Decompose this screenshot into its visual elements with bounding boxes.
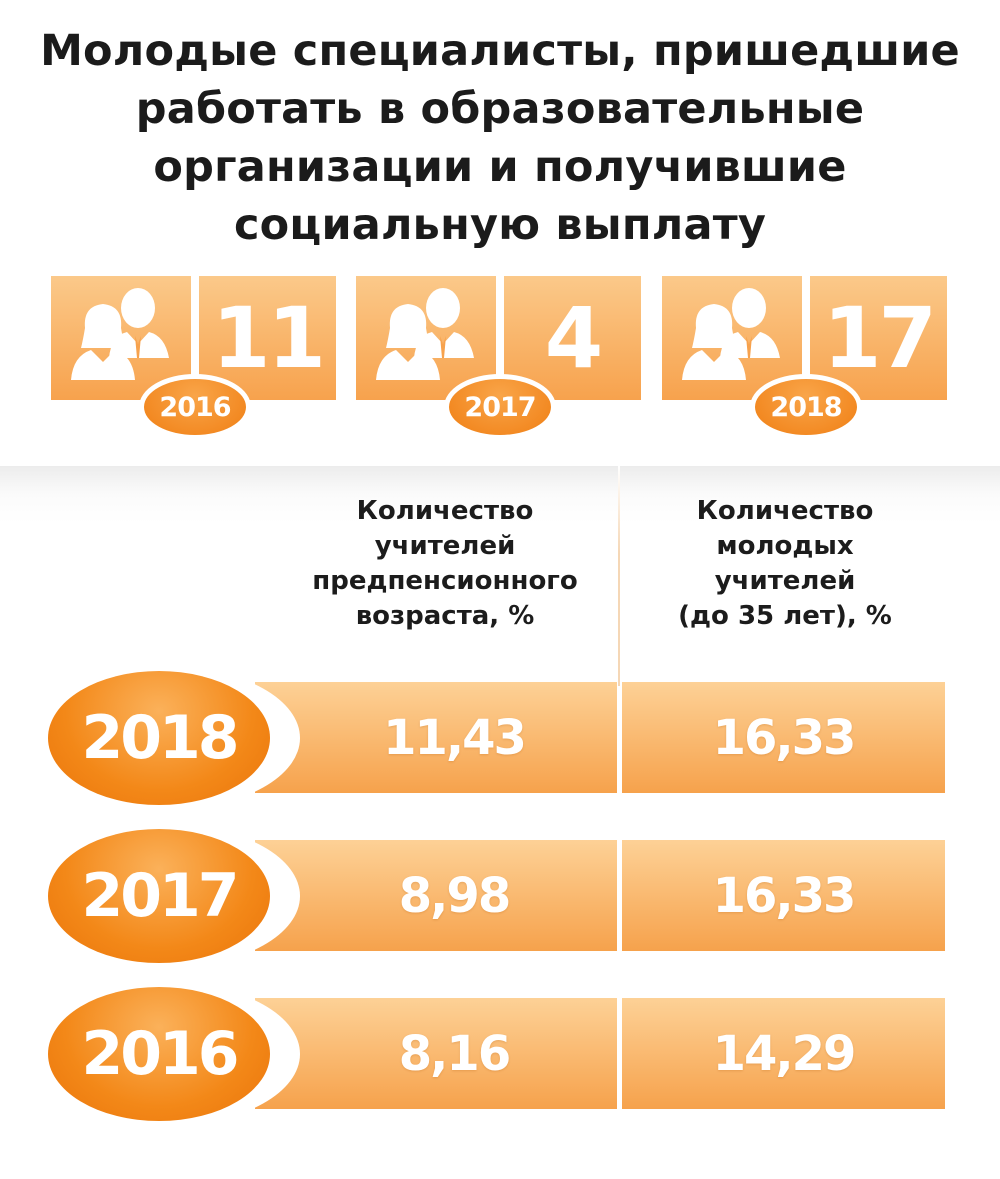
stat-card-2016: 11 2016 [51,276,336,446]
specialists-count: 17 [823,289,937,387]
stat-card-2018: 17 2018 [662,276,947,446]
title-line-3: организации и получившие [153,142,847,192]
header-line: молодых [716,531,854,561]
young-value: 16,33 [622,682,945,793]
column-header-pre-pension: Количество учителей предпенсионного возр… [280,494,610,634]
header-line: возраста, % [355,601,535,631]
row-year: 2018 [48,671,270,805]
people-icon [71,288,169,380]
people-icon [682,288,780,380]
infographic-title: Молодые специалисты, пришедшие работать … [0,22,1000,254]
stat-card-2017: 4 2017 [356,276,641,446]
table-row: 11,43 16,33 2018 [0,668,1000,818]
table-row: 8,16 14,29 2016 [0,984,1000,1134]
people-icon [376,288,474,380]
specialists-count: 4 [544,289,603,387]
pre-pension-value: 8,16 [255,998,617,1109]
column-divider [618,466,620,686]
header-line: Количество [356,496,534,526]
year-badge: 2018 [750,374,862,440]
header-line: Количество [696,496,874,526]
year-badge: 2016 [139,374,251,440]
year-badge: 2017 [444,374,556,440]
column-header-young: Количество молодых учителей (до 35 лет),… [625,494,945,634]
specialists-count: 11 [212,289,326,387]
row-year: 2016 [48,987,270,1121]
header-line: (до 35 лет), % [678,601,892,631]
table-row: 8,98 16,33 2017 [0,826,1000,976]
stat-icon-box [51,276,191,400]
young-value: 16,33 [622,840,945,951]
title-line-4: социальную выплату [233,200,767,250]
young-value: 14,29 [622,998,945,1109]
pre-pension-value: 11,43 [255,682,617,793]
title-line-2: работать в образовательные [135,84,865,134]
header-line: предпенсионного [312,566,578,596]
header-line: учителей [374,531,516,561]
title-line-1: Молодые специалисты, пришедшие [40,26,960,76]
pre-pension-value: 8,98 [255,840,617,951]
header-line: учителей [714,566,856,596]
row-year: 2017 [48,829,270,963]
